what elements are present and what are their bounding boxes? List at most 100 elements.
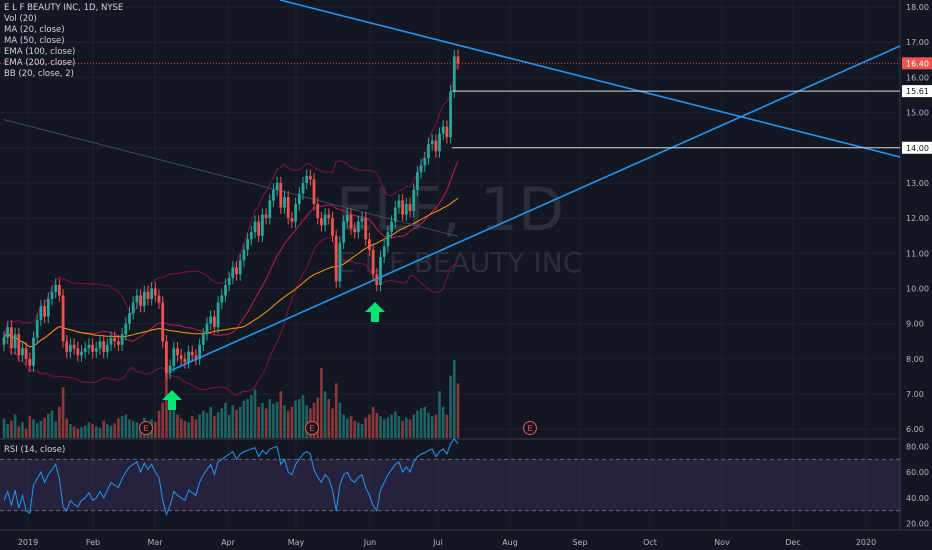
time-tick-5: Jun [363, 538, 377, 547]
candle-body-2 [10, 327, 13, 349]
volume-bar-8 [32, 419, 35, 438]
volume-bar-92 [342, 414, 345, 438]
candle-body-75 [279, 182, 283, 208]
volume-bar-57 [213, 416, 216, 438]
rsi-tick-2: 60.00 [906, 468, 929, 477]
legend-ema200[interactable]: EMA (200, close) [4, 58, 76, 68]
ascending-trendline [171, 45, 901, 371]
price-tick-1: 7.00 [906, 390, 924, 399]
volume-bar-123 [456, 383, 460, 438]
price-label-bg-2 [902, 141, 932, 154]
earnings-marker-circle-2 [523, 421, 537, 435]
volume-bar-17 [65, 418, 68, 438]
volume-bar-0 [2, 418, 6, 438]
candle-body-105 [390, 221, 393, 233]
time-tick-8: Sep [572, 538, 587, 547]
volume-bar-1 [6, 424, 9, 438]
rsi-tick-0: 20.00 [906, 520, 929, 529]
volume-bar-47 [176, 414, 179, 438]
candle-body-20 [76, 348, 80, 356]
legend-vol[interactable]: Vol (20) [4, 14, 37, 24]
volume-bar-105 [390, 414, 393, 438]
volume-bar-91 [338, 402, 342, 438]
candle-body-51 [190, 351, 194, 356]
candle-body-108 [401, 200, 404, 215]
volume-bar-77 [286, 410, 290, 438]
volume-bar-87 [323, 391, 327, 438]
legend-ma20[interactable]: MA (20, close) [4, 25, 65, 35]
volume-bar-59 [220, 408, 224, 438]
candle-body-70 [261, 214, 264, 236]
bb-upper-line [3, 61, 459, 338]
legend-ema100[interactable]: EMA (100, close) [4, 47, 76, 57]
price-tick-11: 17.00 [906, 38, 929, 47]
volume-bar-29 [109, 425, 113, 438]
time-tick-6: Jul [432, 538, 443, 547]
earnings-marker-label-2: E [527, 424, 532, 433]
ema200-line [3, 119, 459, 237]
volume-bar-48 [179, 418, 183, 438]
price-tick-4: 10.00 [906, 284, 929, 293]
candle-body-77 [286, 197, 290, 219]
volume-bar-62 [231, 405, 235, 438]
volume-bar-65 [242, 400, 246, 438]
candle-body-8 [32, 337, 35, 366]
volume-bar-49 [183, 420, 187, 438]
volume-bar-89 [331, 408, 334, 438]
volume-bar-22 [83, 425, 87, 438]
candle-body-73 [272, 190, 275, 201]
volume-bar-5 [21, 422, 24, 438]
candle-body-13 [50, 292, 54, 299]
volume-bar-75 [279, 391, 283, 438]
candle-body-120 [445, 126, 449, 138]
candle-body-103 [382, 246, 386, 257]
volume-bar-117 [434, 414, 438, 438]
volume-bar-51 [190, 416, 194, 438]
candle-body-90 [334, 235, 338, 282]
time-tick-0: 2019 [18, 538, 38, 547]
candle-body-0 [2, 337, 6, 345]
volume-bar-95 [353, 420, 356, 438]
legend: E L F BEAUTY INC, 1D, NYSE Vol (20) MA (… [4, 3, 123, 80]
candle-body-7 [28, 358, 32, 366]
volume-bar-42 [157, 410, 161, 438]
candle-body-10 [39, 306, 43, 321]
earnings-marker-circle-1 [305, 421, 319, 435]
volume-bar-104 [386, 417, 390, 438]
rsi-band-fill [0, 459, 900, 511]
candle-body-86 [320, 218, 323, 226]
volume-bar-70 [261, 402, 264, 438]
candle-body-81 [301, 182, 305, 194]
volume-bar-60 [224, 402, 227, 438]
volume-bar-108 [401, 420, 404, 438]
volume-bar-24 [91, 424, 94, 438]
candle-body-25 [94, 348, 98, 352]
volume-bar-4 [17, 426, 21, 438]
candle-body-12 [46, 299, 50, 317]
candle-body-100 [371, 249, 375, 275]
candle-body-48 [179, 355, 183, 359]
earnings-marker-label-1: E [309, 424, 314, 433]
volume-bar-107 [397, 416, 401, 438]
legend-title[interactable]: E L F BEAUTY INC, 1D, NYSE [4, 3, 124, 13]
candle-body-16 [61, 295, 65, 342]
rsi-label[interactable]: RSI (14, close) [4, 445, 66, 455]
candle-body-113 [419, 165, 423, 173]
candle-body-24 [91, 344, 94, 352]
candle-body-87 [323, 214, 327, 226]
volume-bar-103 [382, 419, 386, 438]
volume-bar-76 [283, 405, 286, 438]
volume-bar-27 [102, 420, 105, 438]
volume-bar-53 [198, 414, 201, 438]
candle-body-52 [194, 355, 198, 359]
legend-ma50[interactable]: MA (50, close) [4, 36, 65, 46]
candle-body-106 [393, 207, 397, 222]
volume-bar-45 [168, 395, 172, 438]
volume-bar-116 [430, 416, 434, 438]
volume-bar-58 [216, 412, 220, 438]
up-arrow-1 [162, 390, 182, 410]
legend-bb[interactable]: BB (20, close, 2) [4, 69, 74, 79]
volume-bar-74 [275, 402, 279, 438]
volume-bar-31 [117, 418, 120, 438]
